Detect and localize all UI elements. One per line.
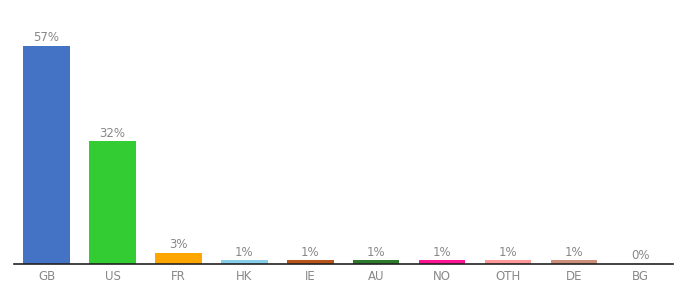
Text: 1%: 1%	[301, 246, 320, 259]
Text: 1%: 1%	[565, 246, 583, 259]
Text: 1%: 1%	[499, 246, 517, 259]
Text: 32%: 32%	[99, 127, 126, 140]
Bar	[222, 260, 267, 264]
Text: 0%: 0%	[631, 250, 649, 262]
Text: 1%: 1%	[235, 246, 254, 259]
Bar	[420, 260, 465, 264]
Text: 57%: 57%	[33, 31, 60, 44]
Text: 3%: 3%	[169, 238, 188, 251]
Bar	[90, 141, 135, 264]
Text: 1%: 1%	[433, 246, 452, 259]
Bar	[551, 260, 597, 264]
Bar	[156, 253, 201, 264]
Bar	[24, 46, 69, 264]
Bar	[486, 260, 531, 264]
Text: 1%: 1%	[367, 246, 386, 259]
Bar	[354, 260, 399, 264]
Bar	[288, 260, 333, 264]
